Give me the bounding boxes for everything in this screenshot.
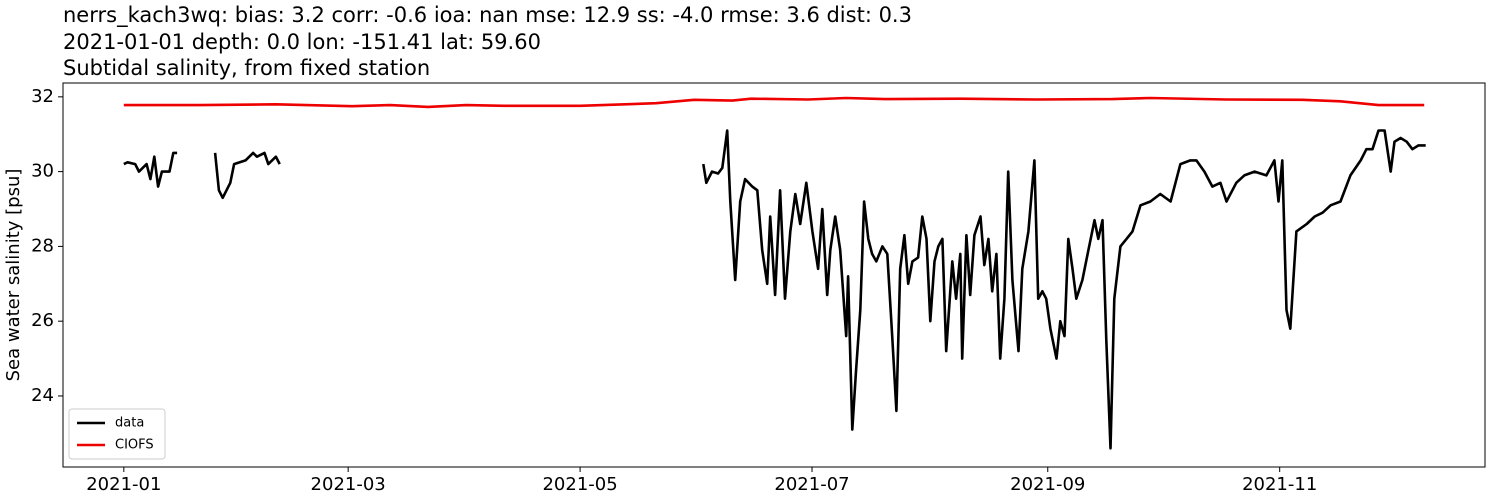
legend-label: CIOFS [115,438,154,453]
x-tick-label: 2021-11 [1242,474,1317,495]
y-axis-label: Sea water salinity [psu] [3,169,24,382]
series-line [123,129,1426,450]
y-tick-label: 24 [31,385,54,406]
title-line: nerrs_kach3wq: bias: 3.2 corr: -0.6 ioa:… [63,3,912,28]
y-tick-label: 26 [31,310,54,331]
x-tick-label: 2021-07 [774,474,849,495]
x-tick-label: 2021-05 [542,474,617,495]
y-tick-label: 32 [31,86,54,107]
plot-frame [62,82,1486,468]
x-tick-label: 2021-03 [311,474,386,495]
legend-box [68,408,166,460]
x-tick-label: 2021-09 [1010,474,1085,495]
series-line [123,96,1425,109]
y-tick-label: 28 [31,235,54,256]
title-line: 2021-01-01 depth: 0.0 lon: -151.41 lat: … [63,30,541,54]
legend-label: data [115,416,144,431]
x-tick-label: 2021-01 [86,474,161,495]
title-line: Subtidal salinity, from fixed station [63,56,430,80]
y-tick-label: 30 [31,161,54,182]
